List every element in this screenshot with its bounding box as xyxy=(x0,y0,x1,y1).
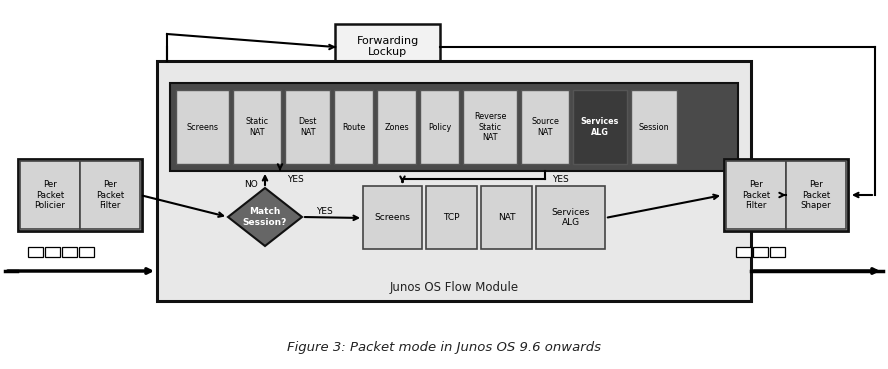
Text: NO: NO xyxy=(244,179,258,189)
Bar xyxy=(736,247,751,257)
Bar xyxy=(377,90,416,164)
Text: Junos OS Flow Module: Junos OS Flow Module xyxy=(390,280,519,293)
Bar xyxy=(426,186,477,249)
Bar xyxy=(335,24,440,69)
Text: Services
ALG: Services ALG xyxy=(581,117,619,137)
Bar xyxy=(28,247,43,257)
Bar xyxy=(463,90,517,164)
Text: Per
Packet
Filter: Per Packet Filter xyxy=(741,180,770,210)
Bar xyxy=(285,90,330,164)
Bar xyxy=(62,247,77,257)
Text: NAT: NAT xyxy=(498,213,515,222)
Text: Route: Route xyxy=(342,123,365,131)
Bar xyxy=(363,186,422,249)
Bar xyxy=(481,186,532,249)
Bar xyxy=(80,161,140,229)
Bar xyxy=(753,247,768,257)
Text: Services
ALG: Services ALG xyxy=(551,208,590,227)
Bar xyxy=(176,90,229,164)
Bar xyxy=(233,90,281,164)
Text: Zones: Zones xyxy=(385,123,408,131)
Text: YES: YES xyxy=(287,175,304,183)
Text: Policy: Policy xyxy=(428,123,451,131)
Bar xyxy=(420,90,459,164)
Text: Match
Session?: Match Session? xyxy=(242,207,287,227)
Text: TCP: TCP xyxy=(443,213,460,222)
Bar xyxy=(79,247,94,257)
Text: Dest
NAT: Dest NAT xyxy=(298,117,317,137)
Text: Per
Packet
Shaper: Per Packet Shaper xyxy=(801,180,831,210)
Text: Reverse
Static
NAT: Reverse Static NAT xyxy=(474,113,506,142)
Bar xyxy=(20,161,80,229)
Bar xyxy=(573,90,627,164)
Bar xyxy=(631,90,677,164)
Bar xyxy=(45,247,60,257)
Bar xyxy=(170,83,738,171)
Text: Forwarding
Lockup: Forwarding Lockup xyxy=(356,36,418,57)
Bar xyxy=(770,247,785,257)
Bar xyxy=(18,159,142,231)
Text: Static
NAT: Static NAT xyxy=(245,117,268,137)
Bar xyxy=(157,61,751,301)
Bar xyxy=(334,90,373,164)
Text: Screens: Screens xyxy=(186,123,218,131)
Text: Per
Packet
Filter: Per Packet Filter xyxy=(96,180,124,210)
Text: Source
NAT: Source NAT xyxy=(531,117,559,137)
Text: Per
Packet
Policier: Per Packet Policier xyxy=(35,180,66,210)
Text: YES: YES xyxy=(551,175,568,183)
Bar xyxy=(521,90,569,164)
Bar xyxy=(536,186,605,249)
Text: Screens: Screens xyxy=(375,213,410,222)
Text: Session: Session xyxy=(638,123,670,131)
Polygon shape xyxy=(228,188,302,246)
Bar xyxy=(786,161,846,229)
Bar xyxy=(726,161,786,229)
Bar xyxy=(724,159,848,231)
Text: YES: YES xyxy=(315,207,332,215)
Text: Figure 3: Packet mode in Junos OS 9.6 onwards: Figure 3: Packet mode in Junos OS 9.6 on… xyxy=(287,341,601,354)
